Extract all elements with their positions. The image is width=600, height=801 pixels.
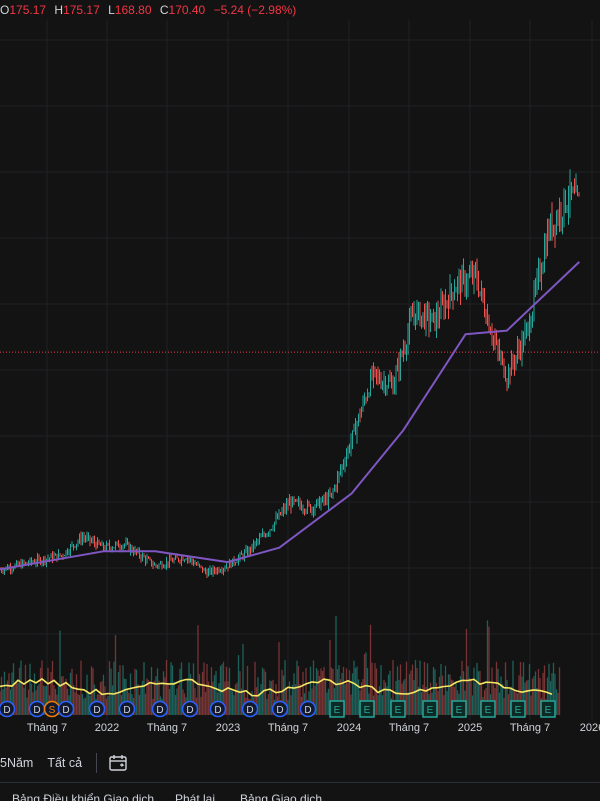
dividend-marker bbox=[57, 700, 75, 718]
earnings-marker-label: E bbox=[545, 705, 552, 716]
dividend-marker bbox=[151, 700, 169, 718]
dividend-marker bbox=[0, 700, 16, 718]
x-tick-label: Tháng 7 bbox=[267, 722, 309, 734]
x-tick-label: 2026 bbox=[579, 722, 600, 734]
dividend-marker bbox=[88, 700, 106, 718]
earnings-marker bbox=[359, 700, 375, 718]
low-label: L bbox=[108, 3, 115, 17]
earnings-marker-label: E bbox=[364, 705, 371, 716]
event-marker-label: D bbox=[214, 705, 221, 716]
moving-average-line bbox=[0, 261, 580, 571]
event-marker-label: D bbox=[62, 705, 69, 716]
earnings-marker bbox=[422, 700, 438, 718]
earnings-marker bbox=[390, 700, 406, 718]
close-label: C bbox=[159, 3, 169, 17]
high-label: H bbox=[54, 3, 64, 17]
tab-trading-board[interactable]: Bảng Giao dịch bbox=[240, 792, 323, 801]
dividend-marker bbox=[181, 700, 199, 718]
x-tick-label: Tháng 7 bbox=[509, 722, 551, 734]
range-5y-button[interactable]: 5Năm bbox=[0, 756, 34, 770]
x-tick-label: 2022 bbox=[94, 722, 120, 734]
earnings-marker bbox=[451, 700, 467, 718]
x-tick-label: Tháng 7 bbox=[146, 722, 188, 734]
dividend-marker bbox=[241, 700, 259, 718]
earnings-marker-label: E bbox=[427, 705, 434, 716]
event-marker-label: D bbox=[33, 705, 40, 716]
x-tick-label: Tháng 7 bbox=[388, 722, 430, 734]
event-marker-label: D bbox=[93, 705, 100, 716]
earnings-marker-label: E bbox=[485, 705, 492, 716]
event-marker-label: D bbox=[3, 705, 10, 716]
open-label: O bbox=[0, 3, 10, 17]
event-marker-label: D bbox=[246, 705, 253, 716]
change-value: −5.24 (−2.98%) bbox=[213, 3, 297, 17]
dividend-marker bbox=[271, 700, 289, 718]
close-value: 170.40 bbox=[168, 3, 206, 17]
earnings-marker bbox=[540, 700, 556, 718]
earnings-marker-label: E bbox=[456, 705, 463, 716]
event-marker-label: D bbox=[186, 705, 193, 716]
tab-trading-panel[interactable]: Bảng Điều khiển Giao dịch bbox=[12, 792, 155, 801]
x-tick-label: 2023 bbox=[215, 722, 241, 734]
earnings-marker bbox=[329, 700, 345, 718]
event-marker-label: D bbox=[304, 705, 311, 716]
bottom-panel-tabs: Bảng Điều khiển Giao dịch Phát lại Bảng … bbox=[0, 782, 600, 801]
open-value: 175.17 bbox=[9, 3, 47, 17]
low-value: 168.80 bbox=[114, 3, 152, 17]
range-all-button[interactable]: Tất cả bbox=[47, 756, 83, 770]
event-marker-label: S bbox=[49, 705, 56, 716]
high-value: 175.17 bbox=[63, 3, 100, 17]
x-tick-label: 2025 bbox=[457, 722, 483, 734]
x-tick-label: 2024 bbox=[336, 722, 362, 734]
ohlc-legend: O175.17 H175.17 L168.80 C170.40 −5.24 (−… bbox=[0, 3, 301, 17]
volume-ma-line bbox=[0, 677, 553, 697]
time-axis[interactable]: Tháng 7 2022 Tháng 7 2023 Tháng 7 2024 T… bbox=[0, 722, 600, 742]
toolbar-divider bbox=[96, 753, 98, 773]
earnings-marker-label: E bbox=[334, 705, 341, 716]
event-marker-label: D bbox=[156, 705, 163, 716]
dividend-marker bbox=[118, 700, 136, 718]
event-marker-label: D bbox=[276, 705, 283, 716]
dividend-marker bbox=[209, 700, 227, 718]
event-marker-label: D bbox=[123, 705, 130, 716]
tab-replay[interactable]: Phát lại bbox=[175, 792, 216, 801]
earnings-marker-label: E bbox=[515, 705, 522, 716]
earnings-marker bbox=[480, 700, 496, 718]
earnings-marker-label: E bbox=[395, 705, 402, 716]
calendar-icon[interactable] bbox=[107, 752, 129, 774]
dividend-marker bbox=[299, 700, 317, 718]
x-tick-label: Tháng 7 bbox=[26, 722, 68, 734]
range-toolbar: 5Năm Tất cả bbox=[0, 748, 129, 778]
earnings-marker bbox=[510, 700, 526, 718]
